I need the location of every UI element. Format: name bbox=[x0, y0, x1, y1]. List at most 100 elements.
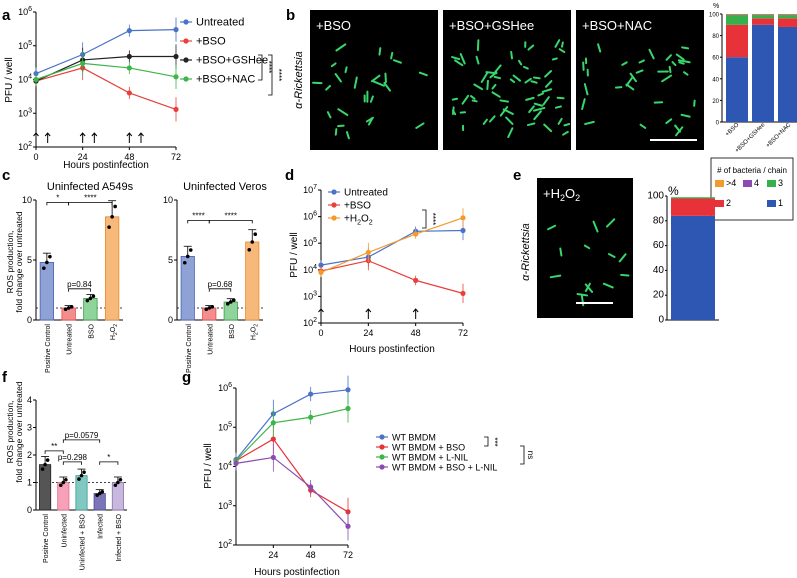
panel-d-ylabel: PFU / well bbox=[289, 232, 300, 278]
bacterium bbox=[499, 106, 509, 117]
chain-legend-label-2: 3 bbox=[778, 178, 783, 188]
stack-ytick-label-80: 80 bbox=[712, 34, 719, 40]
replicate-point bbox=[48, 254, 52, 259]
panel-a-bracket-2 bbox=[268, 54, 273, 96]
bacterium bbox=[639, 123, 647, 129]
bacterium bbox=[678, 61, 685, 65]
significance-label: p=0.298 bbox=[58, 453, 88, 462]
replicate-point bbox=[69, 305, 74, 309]
panel-a-sig-1: **** bbox=[264, 61, 273, 73]
panel-c-title-left: Uninfected A549s bbox=[47, 181, 134, 193]
stack-segment-2 bbox=[752, 18, 774, 25]
significance-label: **** bbox=[192, 211, 204, 220]
significance-label: **** bbox=[84, 193, 96, 202]
pd-ytick-label-2: 104 bbox=[303, 264, 317, 275]
panel-label-e: e bbox=[513, 167, 521, 184]
bacterium bbox=[544, 70, 553, 78]
replicate-point bbox=[61, 480, 66, 485]
replicate-point bbox=[58, 483, 63, 488]
significance-bracket bbox=[187, 220, 210, 224]
chain-legend-label-1: 4 bbox=[754, 178, 759, 188]
data-point-h2o2 bbox=[365, 249, 371, 256]
bacterium bbox=[543, 123, 553, 133]
replicate-point bbox=[82, 470, 86, 474]
bacterium bbox=[675, 53, 685, 61]
bar-positive-control bbox=[39, 464, 52, 511]
bacterium bbox=[517, 59, 523, 66]
bacterium bbox=[683, 71, 689, 76]
bacterium bbox=[369, 95, 374, 103]
bar-positive-control bbox=[39, 261, 55, 321]
bar-bso bbox=[83, 297, 98, 321]
significance-label: **** bbox=[225, 211, 237, 220]
bacterium bbox=[491, 91, 501, 98]
data-point-untreated bbox=[460, 227, 466, 234]
panel-d-xlabel: Hours postinfection bbox=[349, 344, 435, 355]
bacterium bbox=[551, 57, 558, 61]
series-line-bso-nac bbox=[35, 62, 177, 81]
bacterium bbox=[542, 96, 550, 106]
bacterium bbox=[390, 51, 394, 60]
bacterium bbox=[602, 282, 614, 289]
replicate-point bbox=[113, 483, 118, 488]
bacterium bbox=[547, 224, 557, 231]
bacterium bbox=[554, 105, 562, 109]
data-point-bso-nac bbox=[173, 74, 179, 80]
stack-segment-4 bbox=[752, 14, 774, 16]
bacterium bbox=[563, 122, 571, 127]
chain-legend-swatch-2 bbox=[715, 200, 724, 207]
bacterium bbox=[494, 64, 502, 74]
pg-xtick-label-48: 48 bbox=[306, 550, 316, 560]
panel-g-ylabel: PFU / well bbox=[203, 443, 214, 489]
micrograph-label-bso: +BSO bbox=[316, 18, 351, 33]
stack-category-bso: +BSO bbox=[725, 122, 741, 138]
replicate-point bbox=[63, 307, 68, 312]
bar-ytick-label-10: 10 bbox=[163, 195, 173, 205]
treatment-arrow bbox=[33, 132, 39, 143]
bacterium bbox=[558, 48, 566, 54]
bacterium bbox=[533, 106, 546, 112]
bacterium bbox=[493, 75, 502, 80]
panel-g-sig-2: ns bbox=[526, 451, 535, 459]
legend-label-wt-bmdm-l-nil: WT BMDM + L-NIL bbox=[392, 453, 468, 463]
replicate-point bbox=[182, 260, 187, 265]
pa-ytick-label-3: 105 bbox=[18, 40, 32, 51]
significance-bracket bbox=[62, 461, 82, 465]
bacterium bbox=[648, 48, 655, 60]
stack-segment-4 bbox=[778, 14, 797, 15]
bacterium bbox=[557, 117, 563, 125]
bacterium bbox=[674, 124, 682, 133]
stack-ytick-label-60: 60 bbox=[653, 240, 665, 251]
bar-bso bbox=[223, 301, 238, 321]
significance-label: p=0.84 bbox=[67, 280, 92, 289]
series-line-bso-gshee bbox=[35, 55, 176, 82]
bacterium bbox=[378, 47, 382, 56]
panel-b-side-label: α-Rickettsia bbox=[293, 51, 305, 109]
pd-xtick-label-24: 24 bbox=[363, 328, 373, 338]
series-line-wt-bmdm-l-nil bbox=[235, 407, 349, 462]
stack-ytick-label-100: 100 bbox=[709, 13, 720, 19]
bacterium bbox=[367, 117, 374, 126]
pg-ytick-label-2: 104 bbox=[218, 461, 232, 472]
bar-ytick-label-10: 10 bbox=[22, 195, 32, 205]
data-point-untreated bbox=[318, 262, 324, 268]
micrograph-bso-gshee bbox=[443, 10, 571, 150]
stack-ytick-label-0: 0 bbox=[716, 121, 720, 127]
bar-category-positive-control: Positive Control bbox=[43, 514, 50, 563]
panel-g-chart: PFU / well Hours postinfection 102 103 104… bbox=[203, 375, 535, 578]
bacterium bbox=[635, 69, 644, 74]
pg-ytick-label-0: 102 bbox=[218, 539, 232, 550]
stack-segment-3 bbox=[778, 15, 797, 19]
bacterium bbox=[527, 44, 535, 51]
panel-a-bracket-1 bbox=[258, 54, 263, 81]
bar-ytick-label-2: 2 bbox=[27, 450, 32, 460]
pd-xtick-label-72: 72 bbox=[458, 328, 468, 338]
legend-marker bbox=[379, 444, 385, 450]
bar-ytick-label-4: 4 bbox=[27, 395, 32, 405]
replicate-point bbox=[185, 254, 190, 259]
bacterium bbox=[680, 113, 691, 118]
bacterium bbox=[583, 244, 591, 250]
bacterium bbox=[525, 96, 535, 101]
bacterium bbox=[528, 105, 535, 114]
bacterium bbox=[677, 59, 691, 64]
